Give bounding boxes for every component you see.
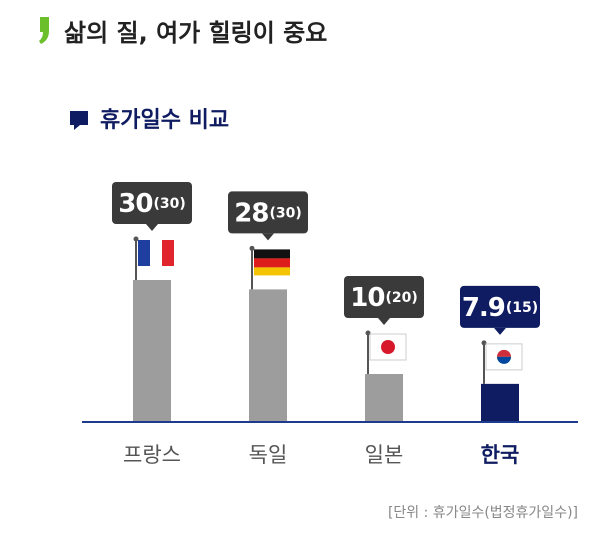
data-label-legal: (30) [153, 196, 185, 212]
flag-pole-top [133, 236, 139, 242]
flag-disc [497, 356, 511, 364]
data-label-value: 30 [118, 189, 152, 219]
data-label-value: 7.9 [462, 292, 505, 322]
x-tick-label: 한국 [481, 443, 520, 467]
flag-pole-top [481, 340, 487, 346]
flag-disc [497, 349, 511, 357]
x-tick-label: 일본 [365, 443, 404, 467]
bar [133, 280, 171, 421]
flag [249, 245, 290, 290]
flag-stripe [254, 267, 290, 276]
title-icon [39, 17, 49, 44]
flag-stripe [150, 240, 162, 266]
callout-pointer [378, 318, 390, 325]
chart-title: 삶의 질, 여가 힐링이 중요 [64, 19, 327, 47]
chart-subtitle: 휴가일수 비교 [100, 108, 229, 133]
flag-disc [381, 340, 395, 354]
x-tick-label: 독일 [249, 443, 288, 467]
flag-stripe [254, 258, 290, 268]
bar [249, 289, 287, 421]
callout-box [460, 285, 540, 328]
flag-pole-top [249, 245, 255, 251]
unit-note: [단위 : 휴가일수(법정휴가일수)] [388, 505, 578, 521]
flag-stripe [162, 240, 174, 266]
callout-pointer [494, 327, 506, 335]
data-label: 10(20) [350, 283, 417, 313]
data-label: 30(30) [118, 189, 185, 219]
data-label-legal: (30) [269, 205, 301, 221]
data-label: 7.9(15) [462, 292, 538, 322]
data-label: 28(30) [234, 198, 301, 228]
flag-pole-top [365, 330, 371, 336]
flag-stripe [138, 240, 150, 266]
callout-box [228, 191, 308, 234]
data-label-legal: (15) [506, 300, 538, 316]
data-label-value: 10 [350, 283, 384, 313]
x-tick-label: 프랑스 [123, 443, 181, 467]
subtitle-icon [70, 111, 88, 130]
bar [481, 383, 519, 421]
flag-stripe [254, 249, 290, 259]
callout-pointer [262, 233, 274, 241]
bar [365, 374, 403, 421]
callout-box [112, 182, 192, 224]
data-label-legal: (20) [385, 290, 417, 306]
data-label-value: 28 [234, 198, 268, 228]
flag [133, 236, 174, 280]
flag [365, 330, 407, 374]
flag [481, 340, 523, 384]
callout-pointer [146, 224, 158, 231]
callout-box [344, 276, 424, 318]
